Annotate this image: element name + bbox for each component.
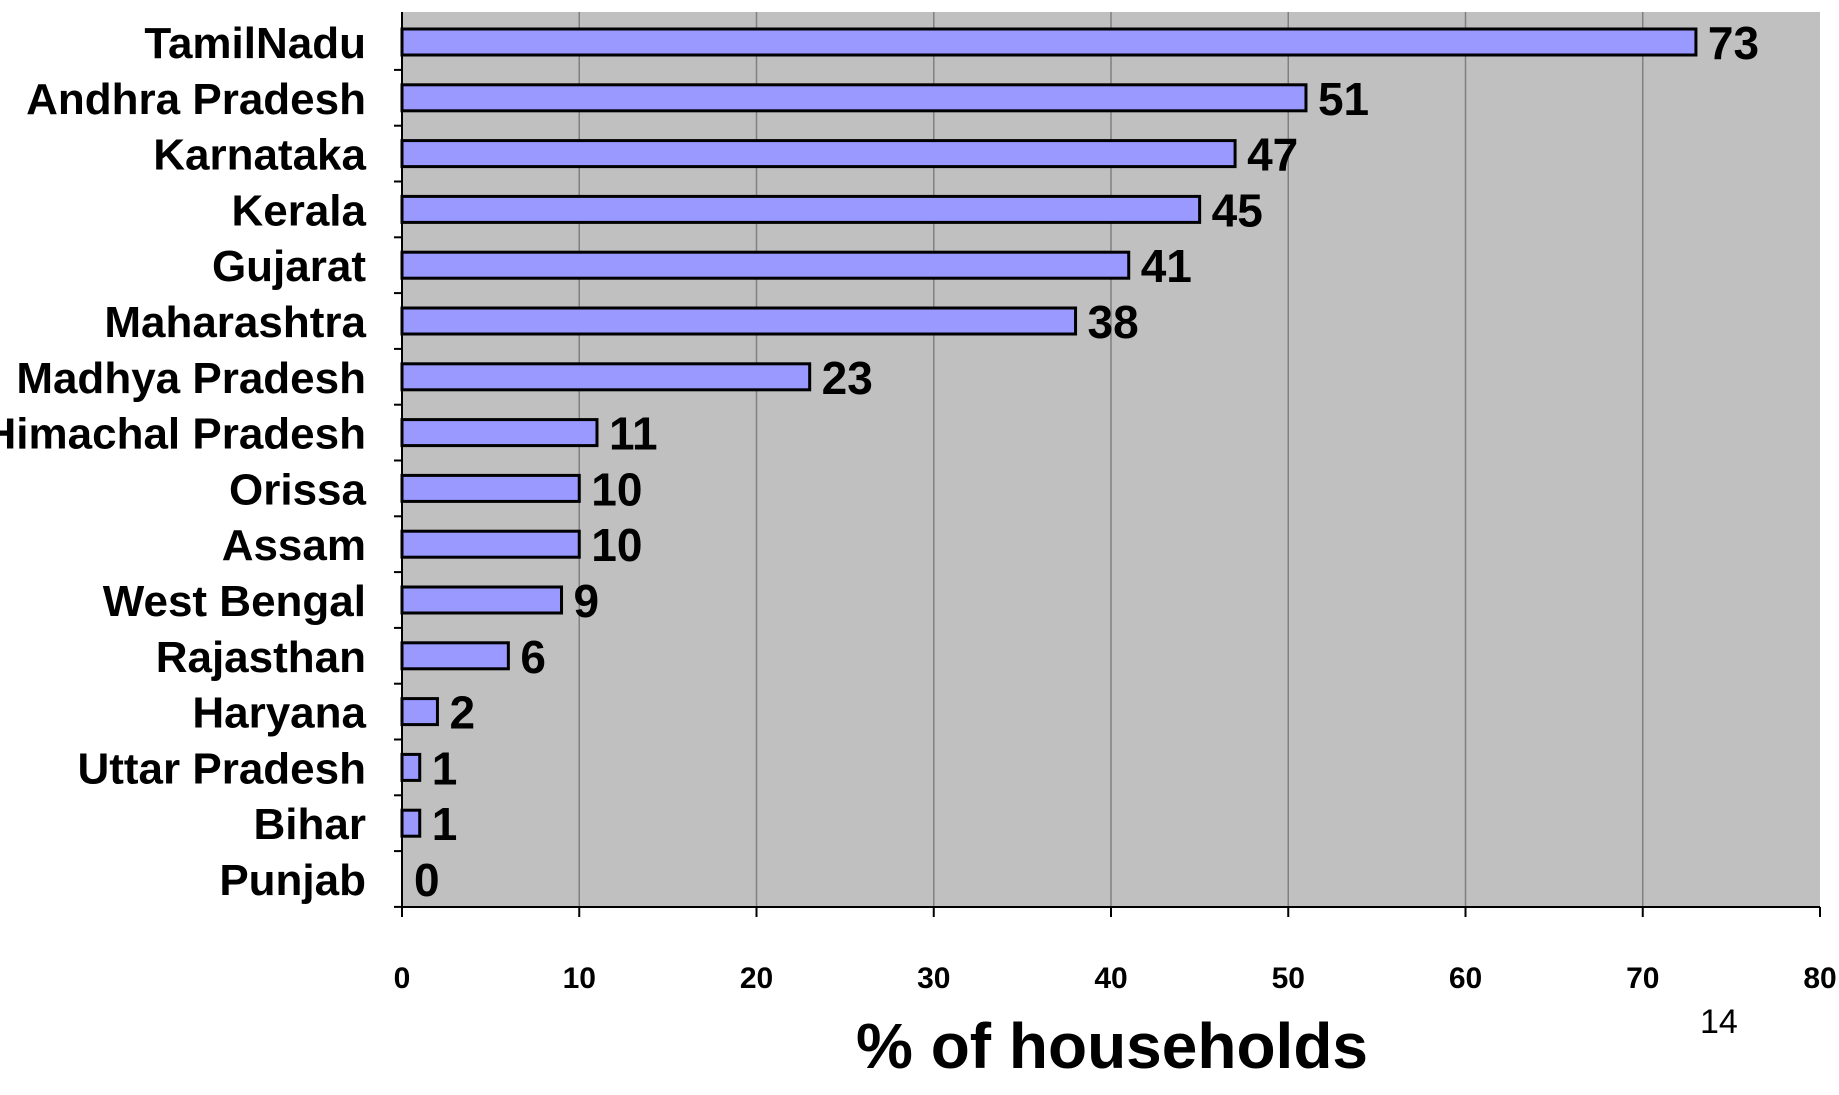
value-label: 2 [449,687,475,739]
bar [400,194,1202,224]
category-label: Madhya Pradesh [16,354,366,403]
value-label: 1 [432,742,458,794]
bars [400,27,1698,838]
value-label: 6 [520,631,546,683]
x-tick-label: 60 [1449,962,1482,995]
x-tick-label: 40 [1094,962,1127,995]
category-label: Bihar [254,800,366,849]
category-label: Haryana [192,689,366,738]
value-label: 10 [591,463,642,515]
x-tick-label: 80 [1803,962,1836,995]
value-label: 47 [1247,129,1298,181]
category-label: Uttar Pradesh [77,744,366,793]
category-labels: TamilNadu Andhra Pradesh Karnataka Kerala Gu… [0,19,367,905]
value-label: 11 [609,408,658,460]
bar [400,250,1131,280]
category-label: TamilNadu [144,19,366,68]
bar [400,641,510,671]
bar [400,139,1237,169]
x-tick-labels: 0 10 20 30 40 50 60 70 80 [394,962,1837,995]
category-label: Orissa [229,465,367,514]
bar [400,585,564,615]
value-label: 38 [1088,296,1139,348]
bar [400,83,1308,113]
x-tick-label: 20 [740,962,773,995]
category-label: Andhra Pradesh [26,75,366,124]
category-label: Assam [222,521,366,570]
value-label: 51 [1318,73,1369,125]
bar [400,418,599,448]
value-label: 10 [591,519,642,571]
value-label: 23 [822,352,873,404]
bar [400,529,581,559]
x-tick-label: 10 [563,962,596,995]
category-label: Maharashtra [104,298,366,347]
x-axis-title: % of households [856,1010,1368,1082]
bar [400,473,581,503]
x-tick-label: 30 [917,962,950,995]
x-tick-label: 0 [394,962,411,995]
bar [400,306,1078,336]
category-label: Punjab [219,856,366,905]
category-label: Kerala [231,186,366,235]
x-tick-label: 70 [1626,962,1659,995]
category-label: Karnataka [153,131,366,180]
category-label: Gujarat [212,242,366,291]
value-label: 1 [432,798,458,850]
category-label: Rajasthan [156,633,366,682]
category-label: West Bengal [103,577,366,626]
value-label: 41 [1141,240,1192,292]
x-tick-label: 50 [1272,962,1305,995]
page-number: 14 [1700,1003,1738,1041]
bar [400,362,812,392]
value-label: 45 [1212,184,1263,236]
value-label: 9 [574,575,600,627]
category-label: Himachal Pradesh [0,410,366,459]
bar [400,697,439,727]
value-label: 0 [414,854,440,906]
value-label: 73 [1708,17,1759,69]
bar [400,27,1698,57]
bar [400,752,422,782]
bar [400,808,422,838]
